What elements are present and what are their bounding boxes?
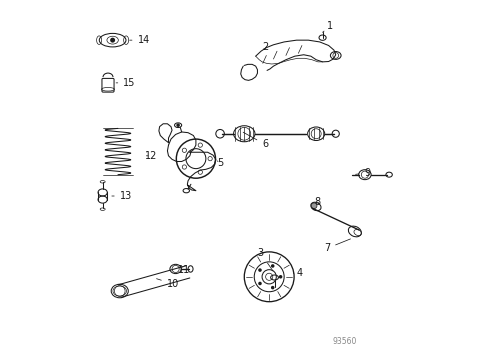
Text: 13: 13 <box>112 191 132 201</box>
Text: 14: 14 <box>130 35 150 45</box>
Circle shape <box>110 38 115 42</box>
Text: 9: 9 <box>356 168 370 178</box>
Text: 4: 4 <box>294 268 303 278</box>
Circle shape <box>258 268 262 272</box>
Text: 93560: 93560 <box>332 337 357 346</box>
Text: 11: 11 <box>178 265 190 275</box>
Circle shape <box>176 123 180 127</box>
Circle shape <box>279 275 282 279</box>
Text: 2: 2 <box>262 41 269 51</box>
Text: 8: 8 <box>315 197 320 207</box>
Circle shape <box>271 286 274 289</box>
Circle shape <box>258 282 262 285</box>
Text: 3: 3 <box>257 248 273 271</box>
Text: 1: 1 <box>322 21 333 32</box>
Text: 7: 7 <box>324 239 350 253</box>
Text: 12: 12 <box>145 151 157 161</box>
Text: 15: 15 <box>116 78 136 88</box>
Text: 10: 10 <box>156 279 179 289</box>
Circle shape <box>271 264 274 268</box>
Text: 5: 5 <box>217 158 223 168</box>
Text: 6: 6 <box>243 132 268 149</box>
Circle shape <box>311 203 317 208</box>
